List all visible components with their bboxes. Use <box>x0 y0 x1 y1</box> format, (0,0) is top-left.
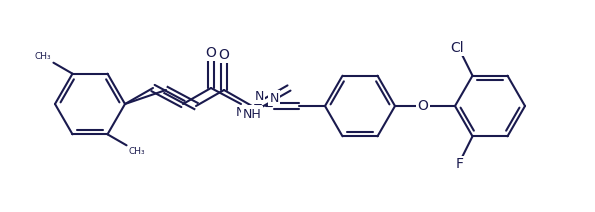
Text: N: N <box>254 89 264 102</box>
Text: O: O <box>205 46 217 60</box>
Text: NH: NH <box>243 107 261 120</box>
Text: CH₃: CH₃ <box>35 52 51 61</box>
Text: CH₃: CH₃ <box>129 147 145 156</box>
Text: F: F <box>456 157 464 171</box>
Text: N: N <box>270 92 278 105</box>
Text: O: O <box>418 99 428 113</box>
Text: O: O <box>218 48 230 62</box>
Text: NH: NH <box>236 106 255 120</box>
Text: Cl: Cl <box>450 41 464 55</box>
